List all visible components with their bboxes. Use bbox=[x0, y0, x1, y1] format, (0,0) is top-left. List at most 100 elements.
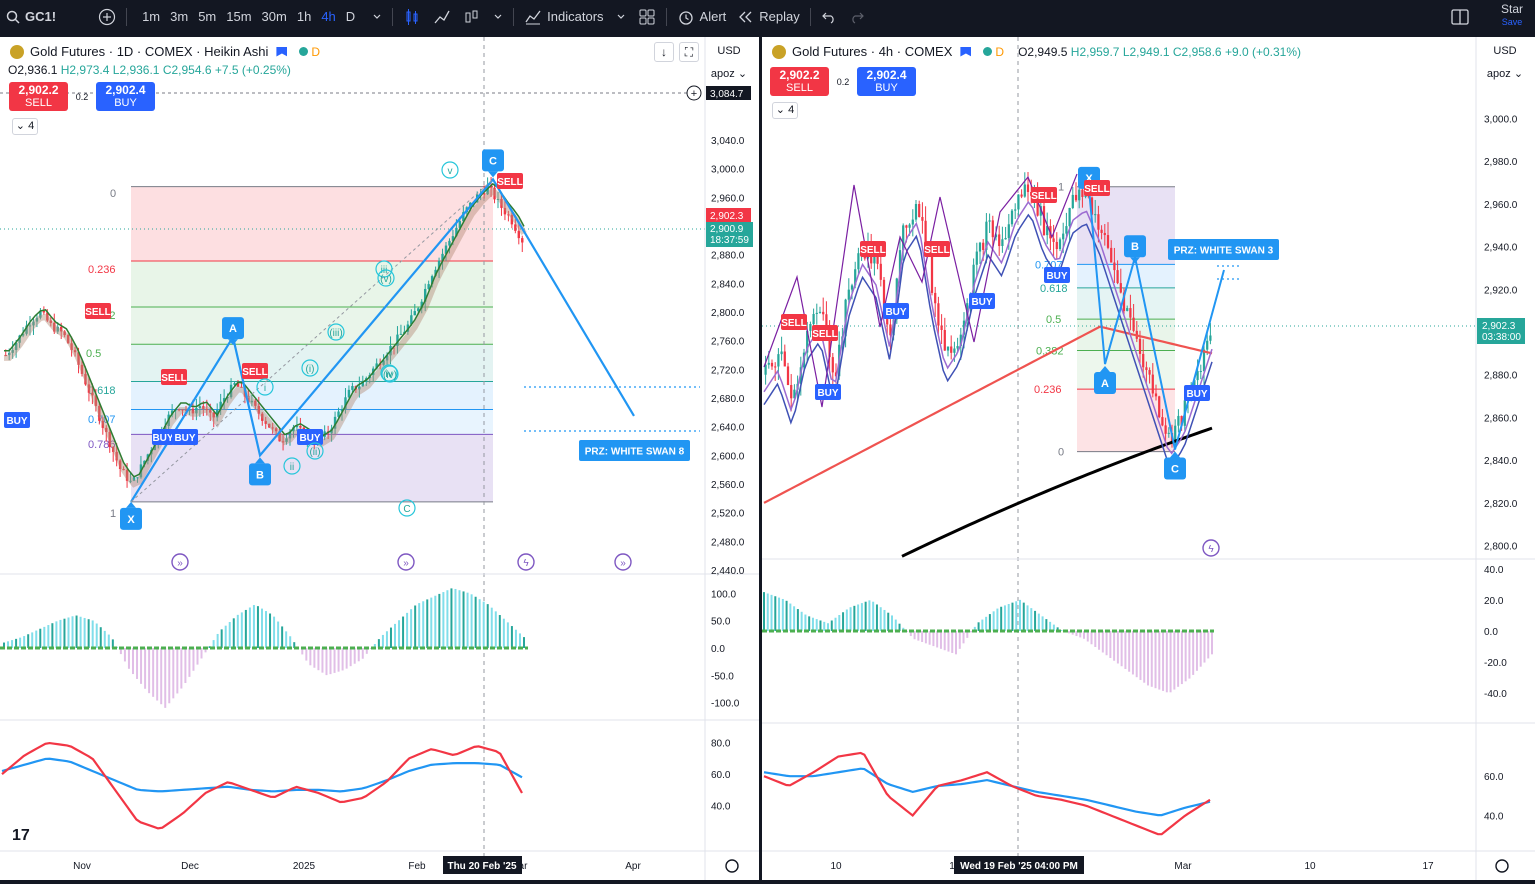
pattern-point-b-pointer bbox=[255, 457, 265, 464]
pattern-point-x: X bbox=[127, 514, 135, 526]
compare-button[interactable] bbox=[92, 0, 122, 33]
candle-body bbox=[1196, 371, 1199, 381]
event-icon-2 bbox=[614, 553, 632, 571]
save-button[interactable]: Star Save bbox=[1501, 3, 1523, 29]
wave-label-3: iv bbox=[385, 369, 392, 380]
data-status-badge[interactable]: D bbox=[983, 45, 1004, 59]
flag-icon[interactable] bbox=[960, 46, 972, 57]
time-tick-label: Nov bbox=[73, 861, 91, 872]
candle-body bbox=[281, 441, 285, 443]
candle-body bbox=[1126, 308, 1129, 311]
ohlc-readout: O2,936.1 H2,973.4 L2,936.1 C2,954.6 +7.5… bbox=[8, 63, 291, 77]
harmonic-pattern-line bbox=[130, 177, 635, 503]
chart-pane-4h[interactable]: 1 0.707 0.618 0.5 0.382 0.236 0 X A B C PRZ: WHITE … bbox=[762, 37, 1535, 880]
chart-type-bars[interactable] bbox=[457, 0, 487, 33]
price-tick-label: 2,760.0 bbox=[711, 337, 745, 348]
indicators-collapse-toggle[interactable]: ⌄ 4 bbox=[12, 118, 38, 135]
flag-icon[interactable] bbox=[276, 46, 288, 57]
replay-button[interactable]: Replay bbox=[732, 0, 805, 33]
candle-body bbox=[66, 335, 70, 344]
candle-body bbox=[806, 330, 809, 353]
fib-label: 0.236 bbox=[1034, 384, 1062, 396]
candle-body bbox=[1148, 370, 1151, 375]
undo-icon bbox=[821, 12, 834, 24]
interval-3m[interactable]: 3m bbox=[170, 9, 189, 24]
pattern-point-b-bg bbox=[1124, 235, 1146, 258]
ma-blue-line bbox=[763, 213, 1213, 468]
candle-body bbox=[274, 428, 278, 432]
undo-button[interactable] bbox=[815, 0, 843, 33]
data-status-badge[interactable]: D bbox=[299, 45, 320, 59]
last-price-bg bbox=[706, 208, 751, 222]
interval-1m[interactable]: 1m bbox=[142, 9, 161, 24]
scale-mode-selector[interactable]: apoz ⌄ bbox=[710, 68, 748, 80]
pane-background bbox=[762, 37, 1535, 880]
candle-body bbox=[236, 383, 240, 387]
layout-toggle-button[interactable] bbox=[1444, 0, 1476, 33]
price-tick-label: 2,680.0 bbox=[711, 394, 745, 405]
scroll-to-latest-button[interactable]: ↓ bbox=[654, 42, 674, 62]
interval-15m[interactable]: 15m bbox=[226, 9, 252, 24]
ohlc-change: +9.0 (+0.31%) bbox=[1224, 44, 1301, 59]
candle-body bbox=[1007, 224, 1010, 238]
buy-button[interactable]: 2,902.4 BUY bbox=[96, 82, 155, 111]
chart-type-line[interactable] bbox=[427, 0, 457, 33]
sell-price: 2,902.2 bbox=[779, 68, 820, 82]
signal-buy-bg bbox=[152, 429, 174, 445]
maximize-pane-button[interactable]: ⛶ bbox=[679, 42, 699, 62]
indicators-collapse-toggle[interactable]: ⌄ 4 bbox=[772, 102, 798, 119]
interval-30m[interactable]: 30m bbox=[261, 9, 287, 24]
osc1-tick-label: 50.0 bbox=[711, 617, 731, 628]
signal-buy-bg bbox=[969, 293, 995, 309]
sell-button[interactable]: 2,902.2 SELL bbox=[9, 82, 68, 111]
signal-sell: SELL bbox=[85, 307, 111, 318]
ma-red-line bbox=[763, 325, 1213, 504]
chart-title: Gold Futures · 1D · COMEX · Heikin Ashi bbox=[30, 44, 269, 59]
candle-body bbox=[1039, 206, 1042, 216]
osc2-tick-label: 60.0 bbox=[1484, 772, 1504, 783]
wave-label-2-ring bbox=[375, 260, 393, 278]
scale-mode-selector[interactable]: apoz ⌄ bbox=[1486, 68, 1524, 80]
candle-body bbox=[972, 264, 975, 295]
candle-body bbox=[18, 335, 21, 343]
candle-body bbox=[91, 392, 94, 396]
candle-body bbox=[427, 284, 430, 289]
indicators-dropdown[interactable] bbox=[610, 0, 632, 33]
candle-body bbox=[462, 212, 465, 222]
indicators-button[interactable]: Indicators bbox=[518, 0, 609, 33]
chart-type-dropdown[interactable] bbox=[487, 0, 509, 33]
symbol-search[interactable]: GC1! bbox=[0, 0, 62, 33]
alert-button[interactable]: Alert bbox=[671, 0, 733, 33]
candle-body bbox=[1010, 210, 1014, 225]
redo-button[interactable] bbox=[843, 0, 871, 33]
candle-body bbox=[87, 384, 91, 393]
candle-body bbox=[1074, 194, 1078, 201]
candle-body bbox=[902, 225, 905, 251]
interval-dropdown[interactable] bbox=[366, 0, 388, 33]
rewind-icon bbox=[739, 11, 752, 22]
interval-5m[interactable]: 5m bbox=[198, 9, 217, 24]
candle-body bbox=[937, 303, 940, 326]
layout-button[interactable] bbox=[632, 0, 662, 33]
candle-body bbox=[854, 269, 857, 286]
candle-body bbox=[202, 406, 205, 409]
candle-body bbox=[285, 438, 288, 442]
candle-body bbox=[767, 362, 770, 365]
signal-buy: BUY bbox=[6, 416, 27, 427]
buy-button[interactable]: 2,902.4 BUY bbox=[857, 67, 916, 96]
candle-body bbox=[946, 346, 950, 351]
lightning-icon bbox=[517, 553, 535, 571]
interval-4h[interactable]: 4h bbox=[321, 9, 336, 24]
chart-type-candles[interactable] bbox=[397, 0, 427, 33]
interval-D[interactable]: D bbox=[345, 9, 356, 24]
sell-button[interactable]: 2,902.2 SELL bbox=[770, 67, 829, 96]
candle-body bbox=[271, 427, 274, 429]
currency-selector[interactable]: USD bbox=[1493, 45, 1517, 57]
currency-selector[interactable]: USD bbox=[717, 45, 741, 57]
chart-legend-header: Gold Futures · 1D · COMEX · Heikin Ashi … bbox=[10, 44, 320, 59]
candle-body bbox=[351, 386, 354, 390]
interval-1h[interactable]: 1h bbox=[296, 9, 312, 24]
